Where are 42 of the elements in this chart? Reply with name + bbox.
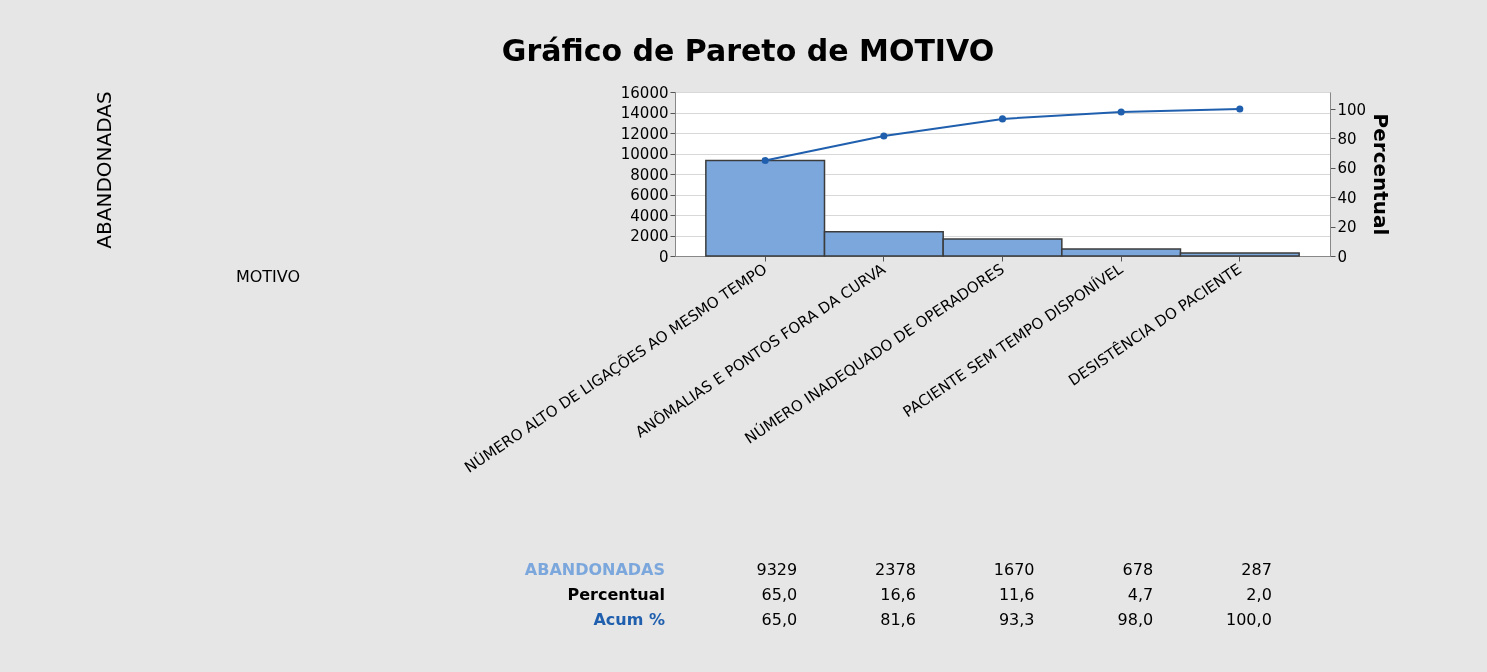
point xyxy=(998,115,1007,123)
text: Acum % xyxy=(593,610,665,629)
y2-tick-label: 100 xyxy=(1337,100,1367,119)
data-label: 287 xyxy=(1241,560,1272,579)
data-label: 65,0 xyxy=(761,610,798,629)
y-tick-label: 8000 xyxy=(630,165,669,184)
data-label: 100,0 xyxy=(1226,610,1272,629)
chart-title: Gráfico de Pareto de MOTIVO xyxy=(501,33,995,68)
text: 4,7 xyxy=(1127,585,1154,604)
data-label: 2378 xyxy=(875,560,916,579)
text: ABANDONADAS xyxy=(524,560,665,579)
data-label: 1670 xyxy=(993,560,1035,579)
y-tick-label: 12000 xyxy=(620,124,669,143)
y-tick-label: 2000 xyxy=(630,227,669,245)
data-label: 98,0 xyxy=(1117,610,1154,629)
y2-tick-label: 0 xyxy=(1337,247,1348,266)
y-tick-label: 6000 xyxy=(630,186,669,204)
y2-tick-label: 40 xyxy=(1337,188,1357,207)
data-label: 93,3 xyxy=(998,610,1035,629)
data-label: 81,6 xyxy=(880,610,916,629)
y-tick-label: 0 xyxy=(658,247,669,266)
data-label: 9329 xyxy=(756,560,798,579)
y2-tick-label: 60 xyxy=(1337,159,1357,178)
point xyxy=(880,132,888,140)
text: 65,0 xyxy=(761,585,798,604)
y-tick-label: 16000 xyxy=(620,83,669,102)
point xyxy=(761,156,769,165)
text: 16,6 xyxy=(880,585,916,604)
text: 2,0 xyxy=(1246,585,1272,604)
point xyxy=(1117,108,1125,116)
text: Percentual xyxy=(567,585,665,604)
text: ABANDONADAS xyxy=(92,91,116,249)
point xyxy=(1236,105,1244,113)
text: 11,6 xyxy=(998,585,1035,604)
data-label: 678 xyxy=(1122,560,1154,579)
y2-tick-label: 80 xyxy=(1337,129,1357,148)
text: MOTIVO xyxy=(235,267,301,286)
y-tick-label: 4000 xyxy=(630,206,669,225)
y-tick-label: 14000 xyxy=(620,104,669,122)
y-tick-label: 10000 xyxy=(620,145,669,163)
y2-tick-label: 20 xyxy=(1337,218,1357,237)
y2-axis-title: Percentual xyxy=(1369,113,1394,236)
